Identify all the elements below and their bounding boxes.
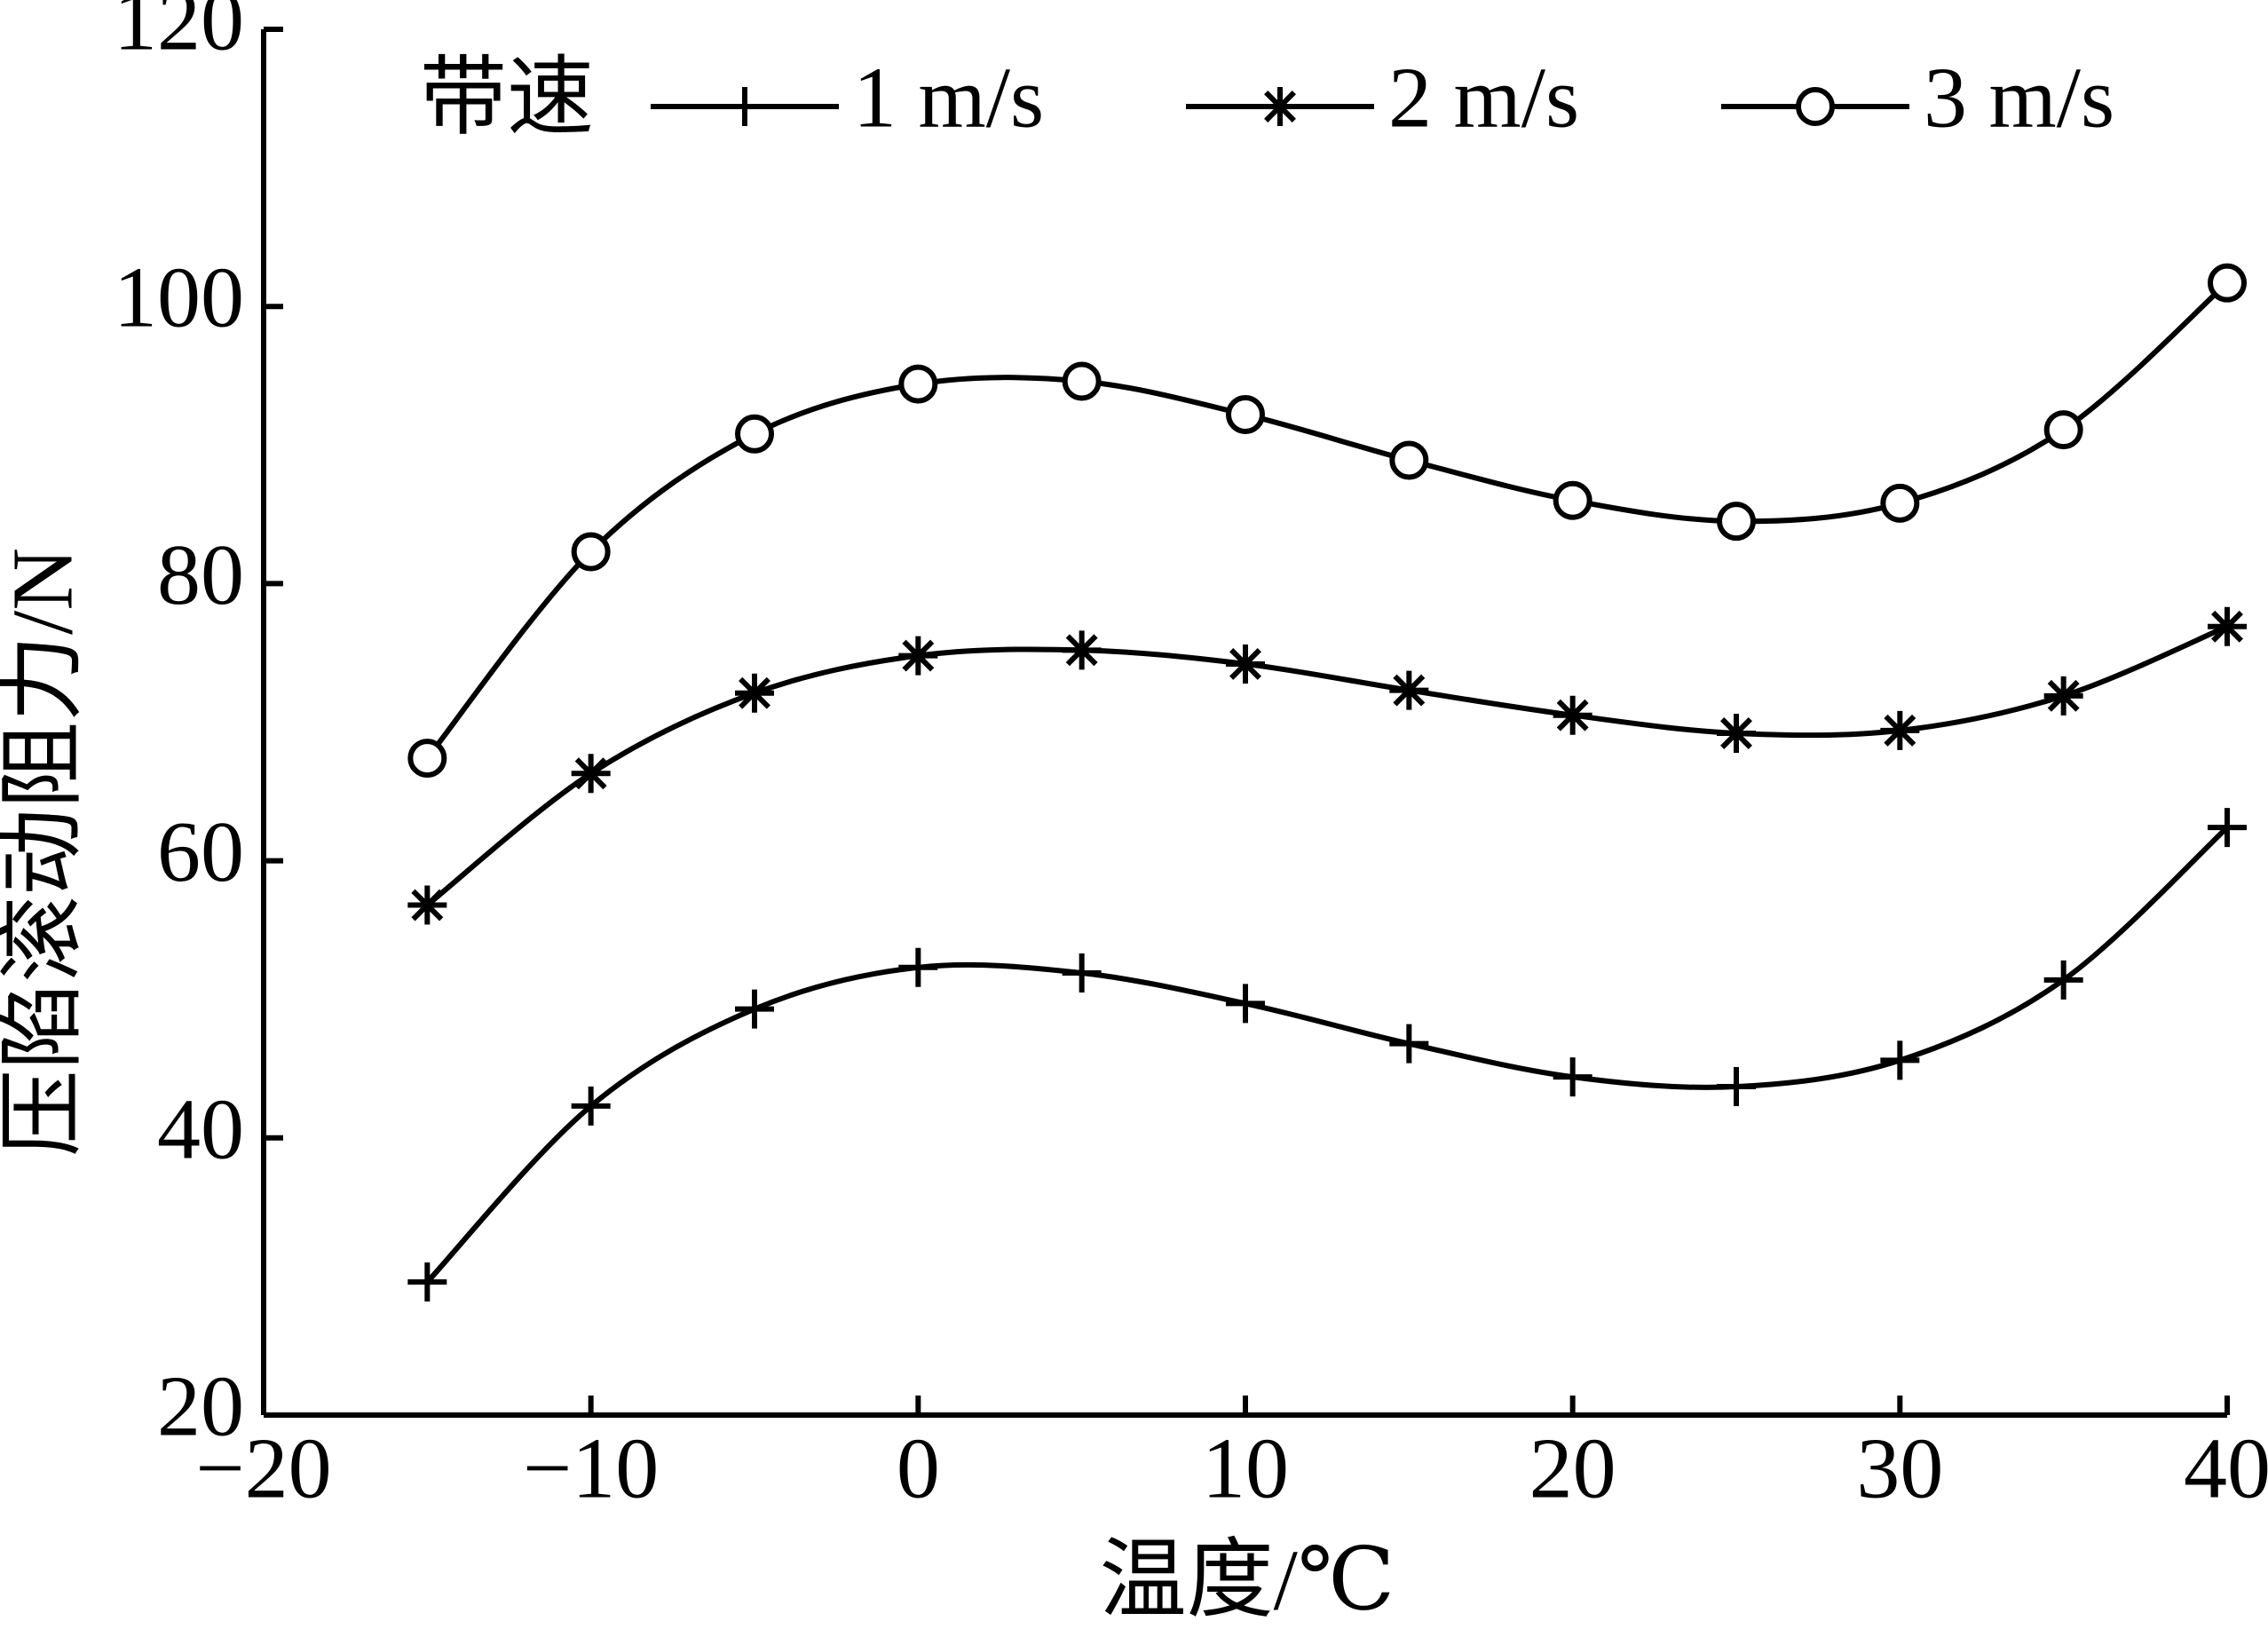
y-tick-label: 40 (157, 1081, 244, 1177)
x-tick-label: −20 (195, 1420, 331, 1516)
legend-label: 2 m/s (1388, 50, 1579, 146)
y-tick-label: 60 (157, 804, 244, 900)
marker (735, 989, 774, 1029)
marker (571, 1086, 611, 1126)
marker (1553, 480, 1592, 520)
marker (1062, 630, 1102, 670)
y-axis-label: 压陷滚动阻力/N (0, 548, 91, 1157)
x-axis-label: 温度/℃ (1100, 1532, 1395, 1628)
x-tick-label: 0 (897, 1420, 940, 1516)
marker (2208, 808, 2247, 848)
series-line (424, 281, 2230, 760)
marker (1226, 394, 1265, 434)
y-tick-label: 80 (157, 527, 244, 623)
marker (1880, 710, 1920, 750)
y-tick-label: 100 (114, 250, 244, 346)
legend-marker (1260, 87, 1300, 126)
marker (1389, 440, 1429, 480)
legend-title: 带速 (420, 50, 594, 146)
marker (2208, 606, 2247, 646)
legend-label: 3 m/s (1924, 50, 2114, 146)
marker (407, 1262, 447, 1302)
marker (1880, 1040, 1920, 1080)
series-line (425, 825, 2230, 1285)
marker (2208, 263, 2247, 303)
marker (2043, 960, 2083, 1000)
y-tick-label: 120 (114, 0, 244, 68)
marker (1226, 984, 1265, 1024)
marker (1062, 361, 1102, 401)
x-tick-label: 10 (1202, 1420, 1289, 1516)
x-tick-label: 30 (1856, 1420, 1943, 1516)
marker (2043, 410, 2083, 450)
marker (1717, 713, 1756, 753)
marker (407, 739, 447, 779)
marker (407, 885, 447, 925)
marker (1717, 502, 1756, 542)
marker (571, 754, 611, 794)
marker (2043, 676, 2083, 716)
x-tick-label: −10 (523, 1420, 659, 1516)
legend-marker (725, 87, 764, 126)
y-tick-label: 20 (157, 1358, 244, 1454)
marker (1062, 953, 1102, 993)
marker (1226, 644, 1265, 684)
series-line (425, 624, 2229, 907)
x-tick-label: 20 (1529, 1420, 1616, 1516)
marker (1717, 1067, 1756, 1107)
marker (1553, 1057, 1592, 1097)
marker (571, 532, 611, 572)
legend-label: 1 m/s (853, 50, 1044, 146)
marker (735, 414, 774, 454)
marker (898, 636, 938, 676)
marker (735, 673, 774, 713)
marker (1880, 483, 1920, 523)
marker (898, 364, 938, 404)
marker (1389, 670, 1429, 710)
x-tick-label: 40 (2184, 1420, 2268, 1516)
marker (898, 947, 938, 987)
legend-marker (1796, 87, 1835, 126)
marker (1389, 1024, 1429, 1064)
marker (1553, 695, 1592, 735)
